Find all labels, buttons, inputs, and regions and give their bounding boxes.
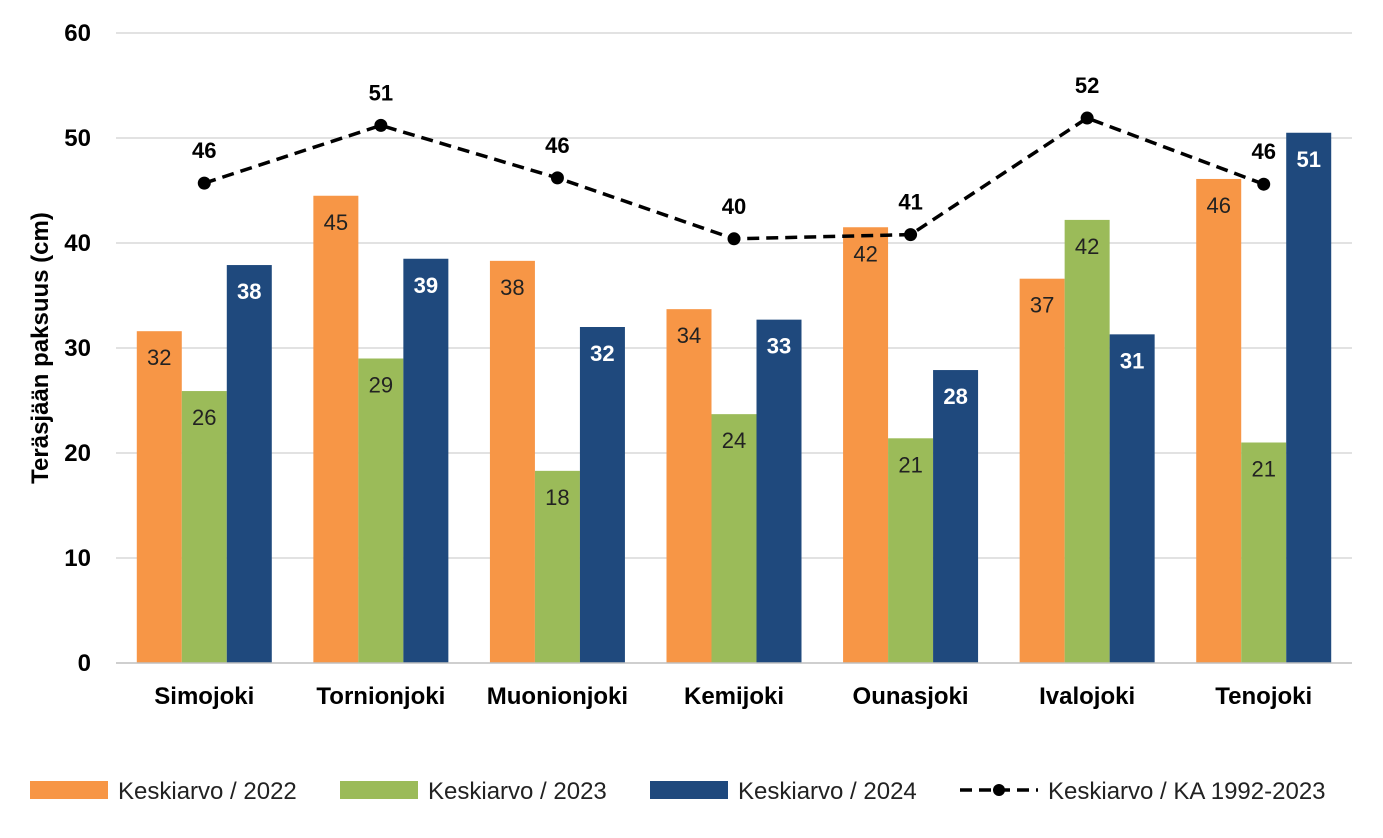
bar-data-label: 21: [1251, 457, 1275, 482]
legend-label: Keskiarvo / 2022: [118, 778, 297, 805]
bar-data-label: 29: [369, 373, 393, 398]
bar: [358, 358, 404, 663]
x-tick-label: Simojoki: [154, 683, 254, 710]
bar: [1019, 278, 1065, 663]
legend-swatch: [340, 781, 418, 799]
legend-label: Keskiarvo / 2024: [738, 778, 917, 805]
average-point: [374, 118, 388, 132]
bar: [226, 265, 272, 663]
bar: [1109, 334, 1155, 663]
bar: [843, 227, 889, 663]
x-tick-label: Muonionjoki: [487, 683, 628, 710]
bar-data-label: 34: [677, 323, 701, 348]
average-point: [727, 232, 741, 246]
y-tick-label: 10: [64, 545, 91, 572]
bar: [666, 309, 712, 663]
x-axis-categories: Simojoki Tornionjoki Muonionjoki Kemijoki Ou…: [154, 683, 1312, 710]
bars: [136, 132, 1332, 663]
average-point: [1257, 177, 1271, 191]
x-tick-label: Ounasjoki: [853, 683, 969, 710]
bar: [534, 470, 580, 663]
data-labels: 32 26 38 45 29 39 38 18 32 34 24 33 42 21 28 37 42 31 46 21…: [147, 73, 1321, 510]
line-data-label: 46: [192, 138, 216, 163]
x-tick-label: Tenojoki: [1215, 683, 1312, 710]
bar: [181, 391, 227, 663]
y-tick-label: 60: [64, 20, 91, 47]
bar-data-label: 39: [414, 273, 438, 298]
bar-data-label: 46: [1206, 193, 1230, 218]
line-data-label: 46: [1251, 139, 1275, 164]
legend-swatch: [30, 781, 108, 799]
bar-data-label: 18: [545, 485, 569, 510]
y-tick-label: 30: [64, 335, 91, 362]
average-point: [1080, 111, 1094, 125]
bar: [136, 331, 182, 663]
bar: [756, 319, 802, 663]
bar: [933, 370, 979, 663]
y-tick-label: 50: [64, 125, 91, 152]
legend-marker: [993, 784, 1005, 796]
legend-swatch: [650, 781, 728, 799]
bar-data-label: 38: [237, 279, 261, 304]
bar-data-label: 21: [898, 452, 922, 477]
y-tick-label: 20: [64, 440, 91, 467]
average-point: [197, 176, 211, 190]
bar: [1196, 178, 1242, 663]
bar-data-label: 37: [1030, 293, 1054, 318]
bar-data-label: 33: [767, 334, 791, 359]
average-line: [197, 111, 1271, 246]
line-data-label: 40: [722, 194, 746, 219]
bar: [1286, 132, 1332, 663]
x-tick-label: Ivalojoki: [1039, 683, 1135, 710]
bar-data-label: 32: [590, 341, 614, 366]
bar-data-label: 31: [1120, 348, 1144, 373]
line-data-label: 51: [369, 80, 393, 105]
bar: [579, 327, 625, 663]
bar: [489, 260, 535, 663]
line-data-label: 52: [1075, 73, 1099, 98]
legend: Keskiarvo / 2022 Keskiarvo / 2023 Keskiarv…: [30, 778, 1326, 805]
legend-label: Keskiarvo / KA 1992-2023: [1048, 778, 1326, 805]
bar-data-label: 42: [1075, 234, 1099, 259]
line-data-label: 46: [545, 133, 569, 158]
y-tick-label: 0: [78, 650, 91, 677]
bar-data-label: 26: [192, 405, 216, 430]
bar: [403, 258, 449, 663]
bar: [888, 438, 934, 663]
bar: [1241, 442, 1287, 663]
bar-data-label: 32: [147, 345, 171, 370]
y-tick-label: 40: [64, 230, 91, 257]
bar-data-label: 38: [500, 275, 524, 300]
y-axis-ticks: 0 10 20 30 40 50 60: [64, 20, 91, 677]
average-point: [550, 171, 564, 185]
bar: [313, 195, 359, 663]
average-point: [904, 228, 918, 242]
bar-data-label: 45: [324, 210, 348, 235]
bar-data-label: 28: [943, 384, 967, 409]
x-tick-label: Kemijoki: [684, 683, 784, 710]
x-tick-label: Tornionjoki: [316, 683, 445, 710]
bar-data-label: 42: [853, 241, 877, 266]
y-axis-label: Teräsjään paksuus (cm): [27, 212, 54, 484]
bar: [1064, 219, 1110, 663]
bar-data-label: 51: [1296, 147, 1320, 172]
line-data-label: 41: [898, 190, 922, 215]
bar-data-label: 24: [722, 428, 746, 453]
bar: [711, 414, 757, 663]
legend-label: Keskiarvo / 2023: [428, 778, 607, 805]
